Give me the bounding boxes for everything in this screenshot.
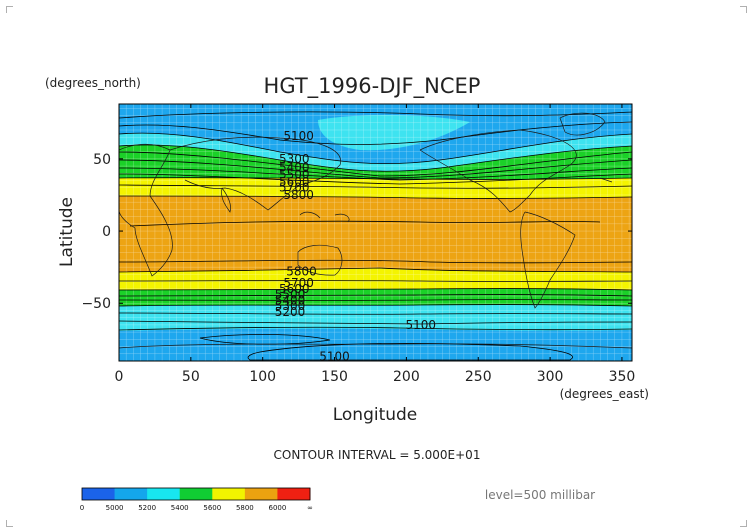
contour-lines xyxy=(119,111,632,361)
band-green-south xyxy=(119,288,632,306)
coast-greenland xyxy=(559,112,606,136)
contour-label: 5400 xyxy=(279,161,310,175)
contour-label: 5200 xyxy=(275,305,306,319)
x-tick-label: 200 xyxy=(393,369,420,385)
colorbar: 0 5000 5200 5400 5600 5800 6000 ∞ xyxy=(80,487,313,512)
colorbar-label: 6000 xyxy=(269,504,287,512)
crop-mark-top-right xyxy=(740,6,747,13)
colorbar-swatch xyxy=(179,488,213,500)
contour-label: 5400 xyxy=(275,293,306,307)
contour-label: 5600 xyxy=(279,282,310,296)
contour-label: 5100 xyxy=(405,318,436,332)
contour-label: 5800 xyxy=(283,188,314,202)
colorbar-swatch xyxy=(244,488,278,500)
continent-outlines xyxy=(119,112,632,349)
colorbar-swatch xyxy=(82,488,116,500)
contour-label: 5500 xyxy=(275,288,306,302)
colorbar-swatch xyxy=(114,488,148,500)
contour-label: 5700 xyxy=(283,276,314,290)
colorbar-label: ∞ xyxy=(307,504,313,512)
y-tick-label: 50 xyxy=(93,152,111,168)
coast-australia xyxy=(297,244,343,276)
y-units-label: (degrees_north) xyxy=(45,76,141,90)
colorbar-frame xyxy=(81,487,311,501)
band-yellow-south xyxy=(119,268,632,290)
x-tick-label: 0 xyxy=(115,369,124,385)
x-tick-label: 50 xyxy=(182,369,200,385)
contour-label: 5500 xyxy=(279,168,310,182)
contour-label: 5600 xyxy=(279,175,310,189)
contour-label: 5700 xyxy=(279,181,310,195)
coast-india xyxy=(221,187,231,213)
colorbar-swatch xyxy=(147,488,181,500)
coast-asia xyxy=(169,136,341,211)
x-axis: 0 50 100 150 200 250 300 350 xyxy=(115,104,636,385)
plot-frame xyxy=(118,103,633,362)
crop-mark-bottom-right xyxy=(740,520,747,527)
x-tick-label: 100 xyxy=(249,369,276,385)
x-tick-label: 350 xyxy=(609,369,636,385)
contour-label: 5100 xyxy=(283,129,314,143)
contour-labels: 5100530054005500560057005800580057005600… xyxy=(275,129,436,364)
level-text: level=500 millibar xyxy=(485,488,595,502)
contour-label: 5300 xyxy=(279,152,310,166)
colorbar-swatch xyxy=(277,488,311,500)
crop-mark-top-left xyxy=(6,6,13,13)
x-tick-label: 150 xyxy=(321,369,348,385)
coast-north-america xyxy=(419,129,577,213)
colorbar-label: 5800 xyxy=(236,504,254,512)
contour-label: 5800 xyxy=(286,264,317,278)
plot-title: HGT_1996-DJF_NCEP xyxy=(264,74,481,99)
y-tick-label: −50 xyxy=(81,296,111,312)
y-tick-label: 0 xyxy=(102,224,111,240)
x-units-label: (degrees_east) xyxy=(560,387,649,401)
x-axis-title: Longitude xyxy=(333,405,418,425)
y-axis: 50 0 −50 xyxy=(81,152,632,312)
colorbar-label: 5400 xyxy=(171,504,189,512)
colorbar-label: 5600 xyxy=(203,504,221,512)
map-area: 5100530054005500560057005800580057005600… xyxy=(119,0,632,364)
colorbar-label: 5200 xyxy=(138,504,156,512)
colorbar-swatch xyxy=(212,488,246,500)
contour-interval-text: CONTOUR INTERVAL = 5.000E+01 xyxy=(274,448,481,462)
x-tick-label: 250 xyxy=(465,369,492,385)
band-yellow-north xyxy=(119,177,632,199)
coast-antarctica xyxy=(119,343,632,349)
y-axis-title: Latitude xyxy=(57,197,77,267)
contour-label: 5100 xyxy=(319,350,350,364)
colorbar-label: 0 xyxy=(80,504,84,512)
band-orange-tropics xyxy=(119,196,632,272)
contour-label: 5300 xyxy=(275,299,306,313)
coast-south-america xyxy=(520,211,576,309)
crop-mark-bottom-left xyxy=(6,520,13,527)
band-cyan-south xyxy=(119,0,632,31)
coast-islands xyxy=(299,177,613,223)
colorbar-label: 5000 xyxy=(106,504,124,512)
x-tick-label: 300 xyxy=(537,369,564,385)
